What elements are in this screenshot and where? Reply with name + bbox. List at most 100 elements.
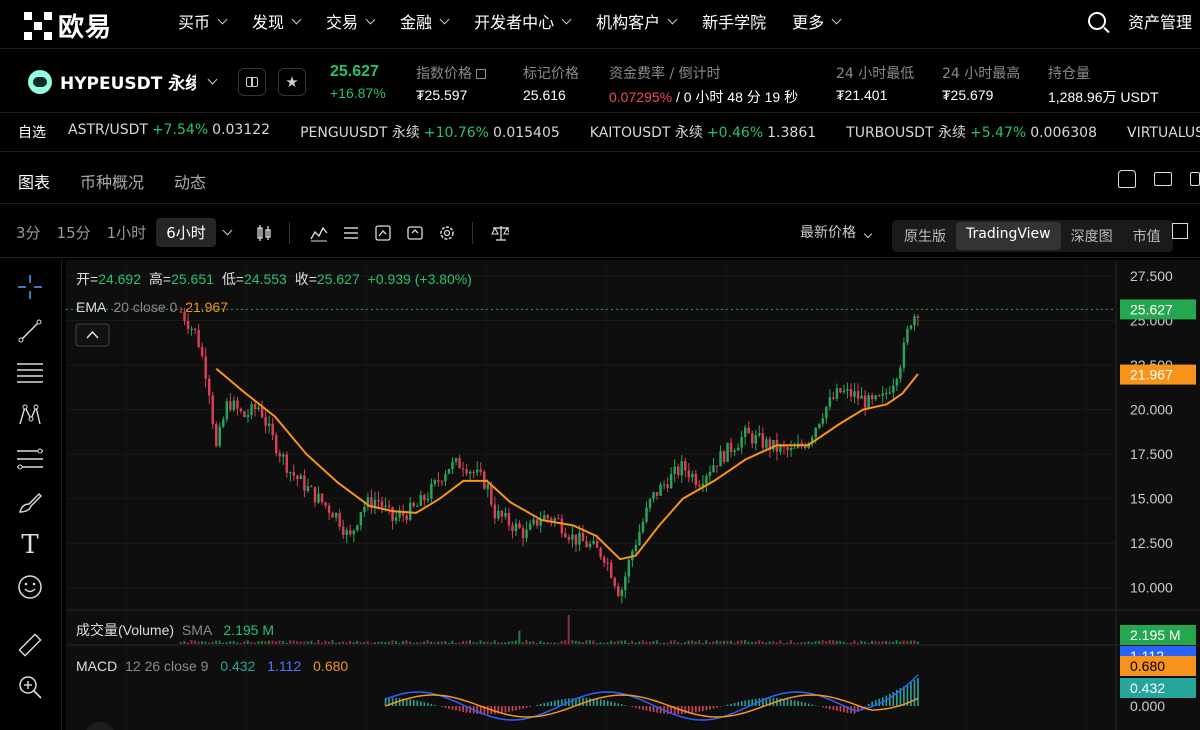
crosshair-icon[interactable] bbox=[15, 272, 45, 302]
watchlist-item[interactable]: ASTR/USDT +7.54% 0.03122 bbox=[68, 122, 271, 138]
volume-bar bbox=[200, 641, 204, 644]
volume-bar bbox=[472, 641, 475, 644]
view-3[interactable]: 市值 bbox=[1132, 229, 1161, 245]
chart-canvas[interactable]: 27.50025.00022.50020.00017.50015.00012.5… bbox=[66, 260, 1200, 730]
candle bbox=[641, 521, 645, 533]
zoom-in-icon[interactable] bbox=[15, 672, 45, 702]
horizontal-lines-icon[interactable] bbox=[15, 358, 45, 388]
candle bbox=[863, 395, 867, 408]
candle bbox=[729, 442, 733, 453]
volume-bar bbox=[468, 640, 472, 644]
nav-item-5[interactable]: 机构客户 bbox=[596, 9, 678, 33]
settings-gear-icon[interactable] bbox=[438, 224, 456, 242]
candle bbox=[518, 523, 521, 529]
timeframe-0[interactable]: 3分 bbox=[16, 224, 41, 242]
drawing-tools-sidebar: T bbox=[0, 260, 62, 730]
timeframe-2[interactable]: 1小时 bbox=[106, 224, 147, 242]
price-tag bbox=[1120, 299, 1196, 320]
timeframe-1[interactable]: 15分 bbox=[56, 224, 91, 242]
candle bbox=[691, 473, 694, 478]
macd-histogram-bar bbox=[610, 701, 613, 706]
candle-type-icon[interactable] bbox=[255, 224, 273, 242]
candle bbox=[856, 391, 860, 399]
candle bbox=[479, 469, 482, 472]
macd-histogram-bar bbox=[772, 697, 775, 706]
volume-bar bbox=[705, 640, 708, 644]
candle bbox=[183, 311, 186, 321]
chevron-down-icon[interactable] bbox=[222, 225, 233, 236]
timeframe-3[interactable]: 6小时 bbox=[156, 218, 216, 247]
view-2[interactable]: 深度图 bbox=[1070, 229, 1113, 245]
pair-selector[interactable]: HYPEUSDT 永续 bbox=[28, 69, 218, 94]
nav-item-0[interactable]: 买币 bbox=[178, 9, 228, 33]
volume-bar bbox=[518, 630, 521, 644]
pattern-icon[interactable] bbox=[15, 400, 45, 430]
drawing-icon[interactable] bbox=[374, 224, 392, 242]
emoji-icon[interactable] bbox=[15, 572, 45, 602]
list-icon[interactable] bbox=[342, 224, 360, 242]
collapse-legend-button[interactable] bbox=[75, 323, 110, 347]
fib-icon[interactable] bbox=[15, 444, 45, 474]
candle bbox=[341, 526, 345, 536]
macd-histogram-bar bbox=[476, 706, 479, 714]
nav-item-3[interactable]: 金融 bbox=[400, 9, 450, 33]
assets-link[interactable]: 资产管理 bbox=[1127, 13, 1192, 32]
chart-scroll-button[interactable] bbox=[84, 722, 116, 730]
replay-icon[interactable] bbox=[406, 224, 424, 242]
candle bbox=[317, 493, 320, 503]
watchlist-title[interactable]: 自选 bbox=[18, 125, 46, 141]
nav-item-4[interactable]: 开发者中心 bbox=[474, 9, 572, 33]
info-button[interactable] bbox=[238, 68, 266, 96]
scale-icon[interactable] bbox=[490, 224, 509, 242]
search-icon[interactable] bbox=[1087, 12, 1106, 30]
tab-0[interactable]: 图表 bbox=[18, 172, 51, 192]
view-1[interactable]: TradingView bbox=[956, 222, 1061, 250]
nav-item-2[interactable]: 交易 bbox=[326, 9, 376, 33]
candle bbox=[860, 395, 863, 399]
macd-histogram-bar bbox=[603, 700, 605, 706]
volume-bar bbox=[324, 640, 327, 644]
ruler-icon[interactable] bbox=[15, 630, 45, 660]
okx-logo[interactable]: 欧易 bbox=[24, 7, 112, 44]
external-link-icon[interactable] bbox=[476, 69, 486, 79]
alert-icon[interactable] bbox=[1118, 170, 1136, 188]
candle bbox=[652, 492, 655, 499]
brush-icon[interactable] bbox=[15, 488, 45, 518]
watchlist-item[interactable]: PENGUUSDT 永续 +10.76% 0.015405 bbox=[300, 125, 560, 141]
favorite-button[interactable]: ★ bbox=[278, 68, 306, 96]
tab-1[interactable]: 币种概况 bbox=[80, 172, 145, 192]
more-icon[interactable] bbox=[1190, 172, 1200, 186]
macd-histogram-bar bbox=[479, 706, 482, 715]
volume-bar bbox=[349, 640, 352, 644]
macd-histogram-bar bbox=[733, 702, 736, 706]
ema-legend: EMA 20 close 0 21.967 bbox=[76, 299, 228, 315]
nav-item-6[interactable]: 新手学院 bbox=[702, 9, 766, 33]
price-type-select[interactable]: 最新价格 bbox=[800, 222, 873, 242]
candle bbox=[553, 518, 557, 522]
nav-item-7[interactable]: 更多 bbox=[792, 9, 842, 33]
candle bbox=[324, 502, 327, 506]
macd-histogram-bar bbox=[553, 700, 556, 706]
window-icon[interactable] bbox=[1154, 172, 1172, 186]
fullscreen-icon[interactable] bbox=[1172, 223, 1188, 239]
nav-item-1[interactable]: 发现 bbox=[252, 9, 302, 33]
candle bbox=[500, 510, 504, 517]
candle bbox=[475, 469, 479, 473]
volume-bar bbox=[500, 641, 503, 644]
tradingview-chart[interactable]: 27.50025.00022.50020.00017.50015.00012.5… bbox=[66, 260, 1200, 730]
text-tool-icon[interactable]: T bbox=[21, 530, 39, 560]
macd-line bbox=[385, 674, 919, 721]
candle bbox=[662, 484, 666, 486]
watchlist-item[interactable]: VIRTUALUSDT 永续+ bbox=[1127, 125, 1200, 141]
stat-label: 持仓量 bbox=[1048, 66, 1090, 82]
volume-bar bbox=[722, 640, 725, 644]
candle bbox=[867, 395, 870, 408]
trendline-icon[interactable] bbox=[15, 316, 45, 346]
tab-2[interactable]: 动态 bbox=[174, 172, 207, 192]
candle bbox=[218, 426, 222, 446]
indicators-icon[interactable] bbox=[310, 224, 328, 242]
view-0[interactable]: 原生版 bbox=[904, 229, 946, 245]
candle bbox=[193, 328, 197, 330]
watchlist-item[interactable]: TURBOUSDT 永续 +5.47% 0.006308 bbox=[846, 125, 1097, 141]
watchlist-item[interactable]: KAITOUSDT 永续 +0.46% 1.3861 bbox=[589, 125, 817, 141]
